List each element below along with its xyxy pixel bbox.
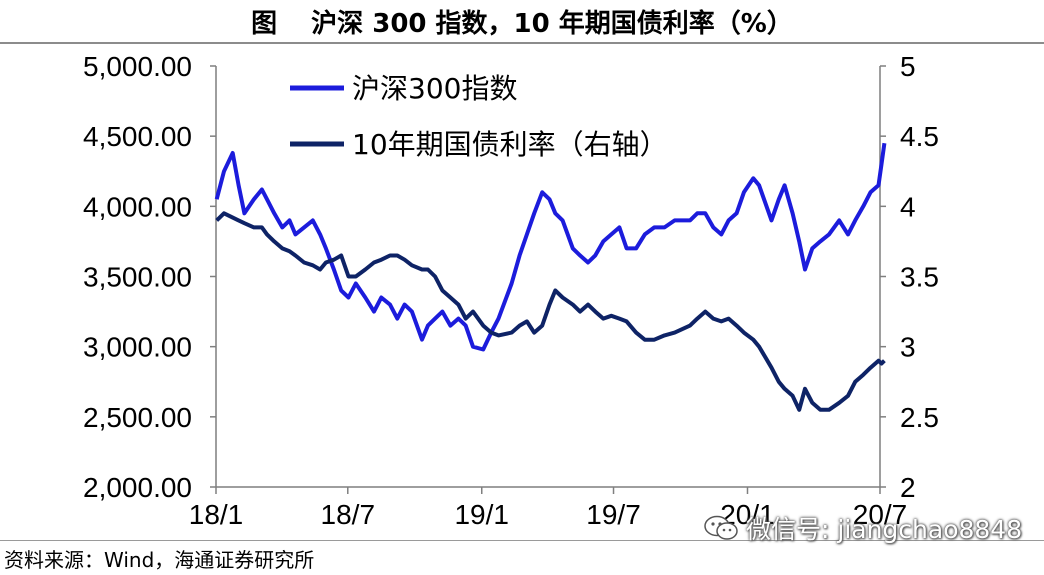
right-tick-label: 4.5 (900, 121, 939, 152)
left-tick-label: 2,000.00 (83, 472, 192, 503)
left-tick-label: 5,000.00 (83, 51, 192, 82)
wechat-icon (704, 515, 738, 540)
right-axis-ticks: 5 4.5 4 3.5 3 2.5 2 (900, 51, 939, 503)
watermark-text: 微信号: jiangchao8848 (746, 515, 1023, 544)
bond-yield-series-line (215, 211, 886, 412)
right-tick-label: 2 (900, 472, 916, 503)
x-axis-ticks: 18/1 18/7 19/1 19/7 20/1 20/7 (189, 499, 908, 530)
left-tick-label: 2,500.00 (83, 402, 192, 433)
legend-label: 10年期国债利率（右轴） (352, 128, 668, 161)
tick-marks (210, 65, 886, 494)
watermark: 微信号: jiangchao8848 (704, 510, 1022, 546)
x-tick-label: 19/1 (454, 499, 509, 530)
source-divider (0, 540, 1044, 541)
chart-title: 图 沪深 300 指数，10 年期国债利率（%） (0, 0, 1044, 44)
csi300-series-line (214, 142, 887, 352)
left-tick-label: 3,000.00 (83, 332, 192, 363)
right-tick-label: 3 (900, 332, 916, 363)
left-tick-label: 4,500.00 (83, 121, 192, 152)
legend: 沪深300指数 10年期国债利率（右轴） (290, 72, 668, 161)
source-note: 资料来源：Wind，海通证券研究所 (4, 548, 315, 572)
line-chart: 5,000.00 4,500.00 4,000.00 3,500.00 3,000.00… (83, 51, 939, 530)
left-tick-label: 4,000.00 (83, 191, 192, 222)
series-group (214, 142, 887, 412)
x-tick-label: 18/7 (321, 499, 376, 530)
x-tick-label: 18/1 (189, 499, 244, 530)
title-text: 沪深 300 指数，10 年期国债利率（%） (311, 8, 793, 39)
right-tick-label: 3.5 (900, 262, 939, 293)
plot-area: 5,000.00 4,500.00 4,000.00 3,500.00 3,000.00… (83, 51, 939, 530)
figure-label: 图 (251, 8, 278, 39)
x-tick-label: 20/7 (853, 499, 908, 530)
legend-label: 沪深300指数 (352, 72, 517, 105)
left-axis-ticks: 5,000.00 4,500.00 4,000.00 3,500.00 3,000.00… (83, 51, 192, 503)
right-tick-label: 4 (900, 191, 916, 222)
left-tick-label: 3,500.00 (83, 262, 192, 293)
right-tick-label: 2.5 (900, 402, 939, 433)
x-tick-label: 19/7 (586, 499, 641, 530)
right-tick-label: 5 (900, 51, 916, 82)
